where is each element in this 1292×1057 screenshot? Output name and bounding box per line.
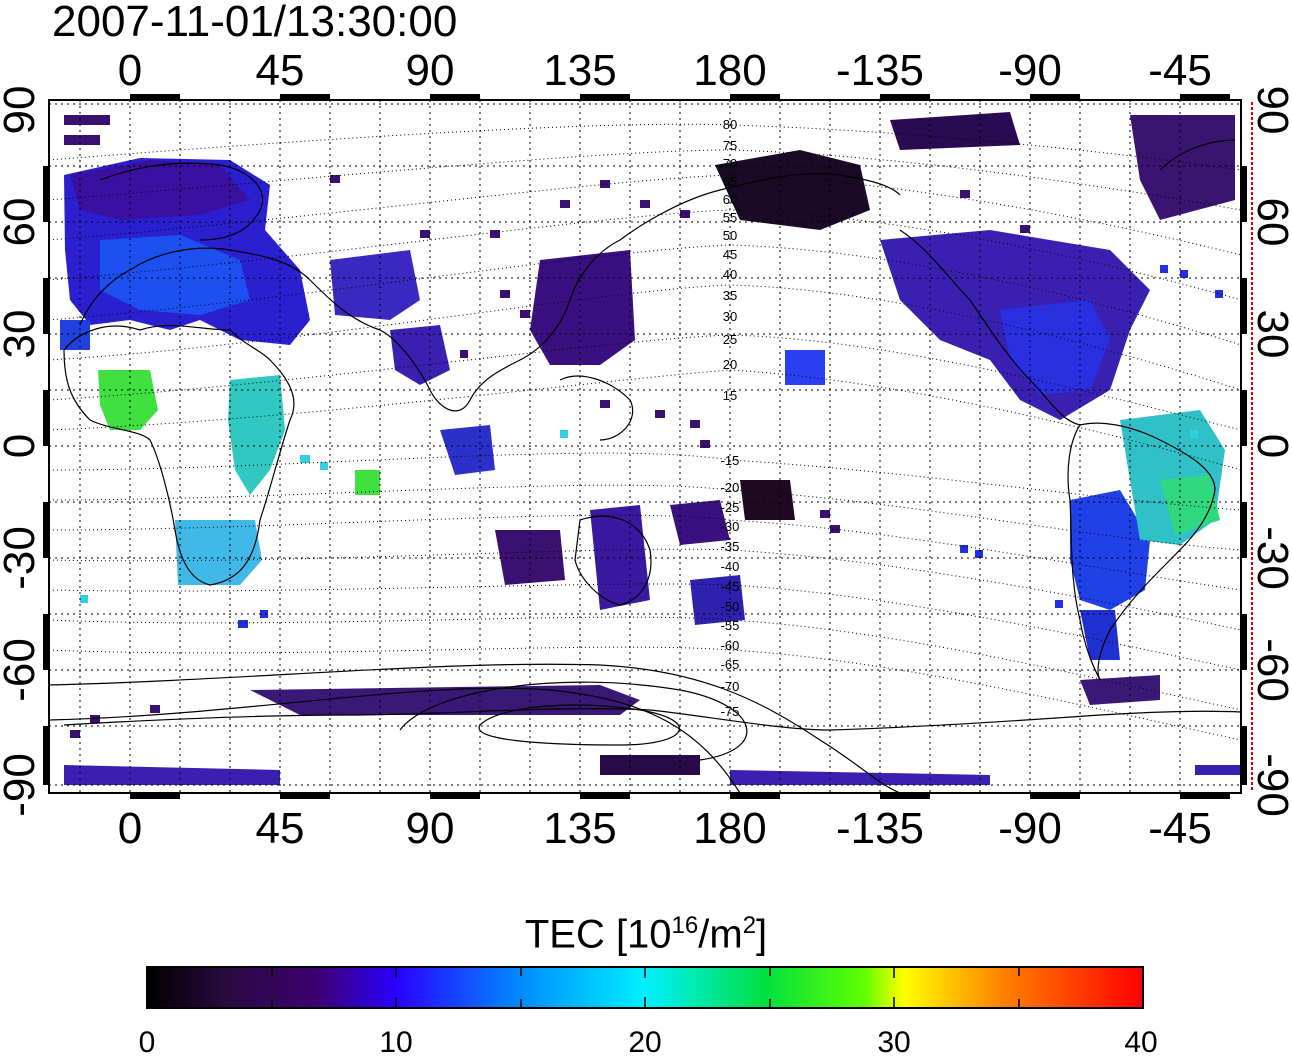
axis-ticks xyxy=(43,94,1247,799)
lon-label: 45 xyxy=(256,46,305,95)
lat-label: 60 xyxy=(1248,198,1292,247)
lat-label: -60 xyxy=(0,638,44,702)
tec-patch-west-africa xyxy=(98,370,158,430)
contour-label: 20 xyxy=(723,357,737,372)
lon-label: 0 xyxy=(118,46,142,95)
lon-label: 135 xyxy=(543,46,616,95)
contour-label: -55 xyxy=(721,618,740,633)
contour-label: 50 xyxy=(723,228,737,243)
graticule xyxy=(49,100,1241,793)
tec-patch-east-asia xyxy=(530,250,635,365)
lat-label: 90 xyxy=(1248,86,1292,135)
colorbar-tick-label: 0 xyxy=(139,1026,156,1057)
colorbar-ticks xyxy=(271,967,1020,1008)
contour-label: 65 xyxy=(723,174,737,189)
contour-label: 15 xyxy=(723,388,737,403)
colorbar-tick-label: 30 xyxy=(877,1026,910,1057)
colorbar-tick-label: 40 xyxy=(1124,1026,1157,1057)
contour-labels: 80 75 70 65 60 55 50 45 40 35 30 25 20 1… xyxy=(721,117,740,719)
lat-label: 60 xyxy=(0,198,44,247)
lon-label: 90 xyxy=(406,804,455,853)
contour-label: -20 xyxy=(721,480,740,495)
lon-label: 180 xyxy=(693,804,766,853)
lon-labels-top: 0 45 90 135 180 -135 -90 -45 xyxy=(118,46,1212,95)
lon-label: 90 xyxy=(406,46,455,95)
contour-label: -70 xyxy=(721,679,740,694)
lon-label: -45 xyxy=(1148,46,1212,95)
contour-label: 60 xyxy=(723,192,737,207)
lon-labels-bottom: 0 45 90 135 180 -135 -90 -45 xyxy=(118,804,1212,853)
colorbar-tick-label: 10 xyxy=(379,1026,412,1057)
magnetic-contours xyxy=(49,123,1241,741)
contour-label: -15 xyxy=(721,453,740,468)
contour-label: -30 xyxy=(721,519,740,534)
contour-label: -65 xyxy=(721,657,740,672)
colorbar-title-exponent: 16 xyxy=(671,912,699,939)
colorbar-tick-label: 20 xyxy=(628,1026,661,1057)
contour-label: 80 xyxy=(723,117,737,132)
lon-label: -135 xyxy=(836,804,924,853)
contour-label: -50 xyxy=(721,599,740,614)
lon-label: -90 xyxy=(998,804,1062,853)
tec-patch-south-africa xyxy=(175,520,262,585)
lat-label: 30 xyxy=(0,310,44,359)
map-timestamp: 2007-11-01/13:30:00 xyxy=(52,0,458,46)
lat-label: -90 xyxy=(1248,753,1292,817)
lat-label: -90 xyxy=(0,753,44,817)
contour-label: -45 xyxy=(721,579,740,594)
contour-label: 45 xyxy=(723,247,737,262)
lon-label: -90 xyxy=(998,46,1062,95)
lon-label: -135 xyxy=(836,46,924,95)
coastlines xyxy=(63,139,1241,731)
colorbar-title-unit: /m xyxy=(698,912,743,957)
colorbar-tick-labels: 0 10 20 30 40 xyxy=(139,1026,1158,1057)
lat-labels-left: 90 60 30 0 -30 -60 -90 xyxy=(0,86,44,817)
tec-data-layer xyxy=(60,112,1240,785)
lon-label: 180 xyxy=(693,46,766,95)
colorbar-title-unit-exponent: 2 xyxy=(742,912,757,939)
contour-label: -75 xyxy=(721,704,740,719)
lon-label: 45 xyxy=(256,804,305,853)
colorbar-title-end: ] xyxy=(756,912,768,957)
contour-label: -25 xyxy=(721,500,740,515)
lon-label: 0 xyxy=(118,804,142,853)
colorbar-title-main: TEC [10 xyxy=(524,912,672,957)
contour-label: -35 xyxy=(721,539,740,554)
contour-label: 35 xyxy=(723,288,737,303)
contour-label: 30 xyxy=(723,309,737,324)
contour-label: 25 xyxy=(723,332,737,347)
lat-label: 30 xyxy=(1248,310,1292,359)
lon-label: 135 xyxy=(543,804,616,853)
lat-label: 0 xyxy=(1248,434,1292,458)
lat-label: 0 xyxy=(0,434,44,458)
lat-label: 90 xyxy=(0,86,44,135)
contour-label: -40 xyxy=(721,559,740,574)
tec-patch-alaska xyxy=(715,150,870,230)
lat-label: -60 xyxy=(1248,638,1292,702)
lon-label: -45 xyxy=(1148,804,1212,853)
lat-label: -30 xyxy=(1248,526,1292,590)
lat-labels-right: 90 60 30 0 -30 -60 -90 xyxy=(1248,86,1292,817)
contour-label: 70 xyxy=(723,156,737,171)
contour-label: 40 xyxy=(723,267,737,282)
colorbar-title: TEC [1016/m2] xyxy=(0,902,1292,958)
contour-label: 55 xyxy=(723,210,737,225)
contour-label: -60 xyxy=(721,638,740,653)
magnetic-contours-solid xyxy=(49,663,901,793)
contour-label: 75 xyxy=(723,138,737,153)
lat-label: -30 xyxy=(0,526,44,590)
